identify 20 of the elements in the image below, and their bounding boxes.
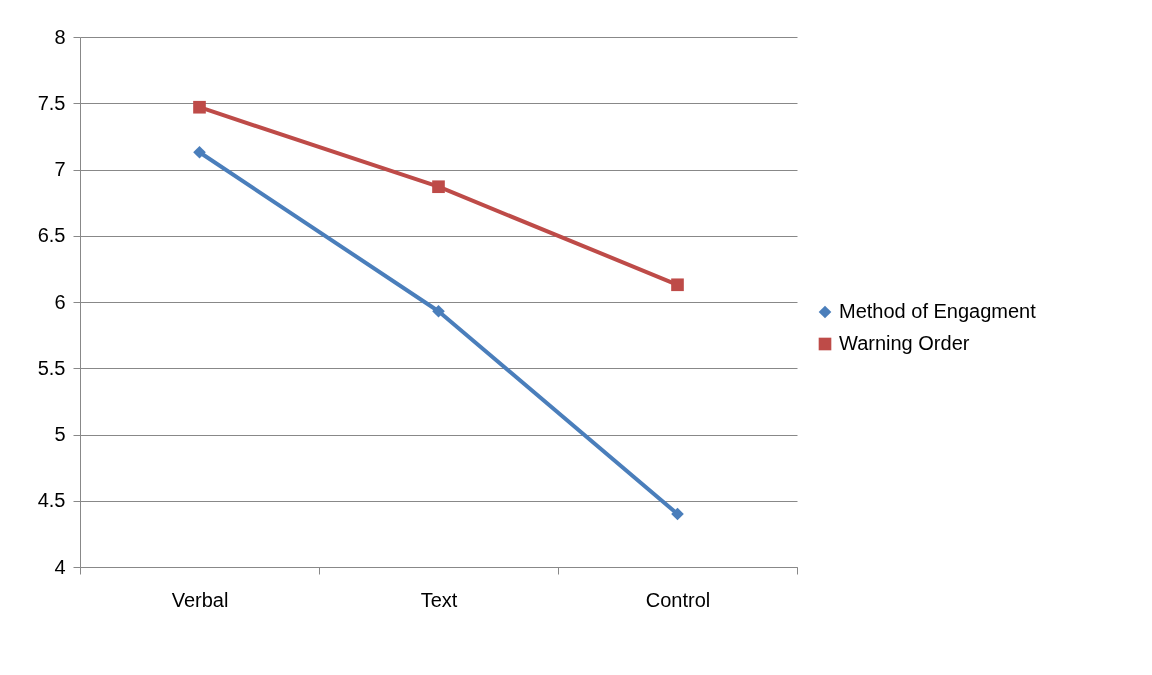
point [671,507,684,521]
x-tick-label: Verbal [171,588,229,611]
y-tick-label: 8 [54,25,66,48]
y-tick-label: 4.5 [37,489,66,512]
y-tick-label: 7.5 [37,91,66,114]
point [193,100,206,114]
y-tick-label: 4 [54,555,66,578]
y-tick-label: 5.5 [37,356,66,379]
y-tick-label: 7 [54,158,66,180]
legend-label: Method of Engagment [839,300,1037,322]
point [432,180,445,194]
point [193,145,206,159]
point [671,278,684,292]
y-tick-label: 5 [54,423,66,445]
y-tick-label: 6 [54,290,66,313]
y-tick-label: 6.5 [37,224,66,247]
x-tick-label: Text [420,588,458,611]
x-tick-label: Control [645,588,711,611]
point [432,304,445,318]
legend-label: Warning Order [839,332,970,354]
